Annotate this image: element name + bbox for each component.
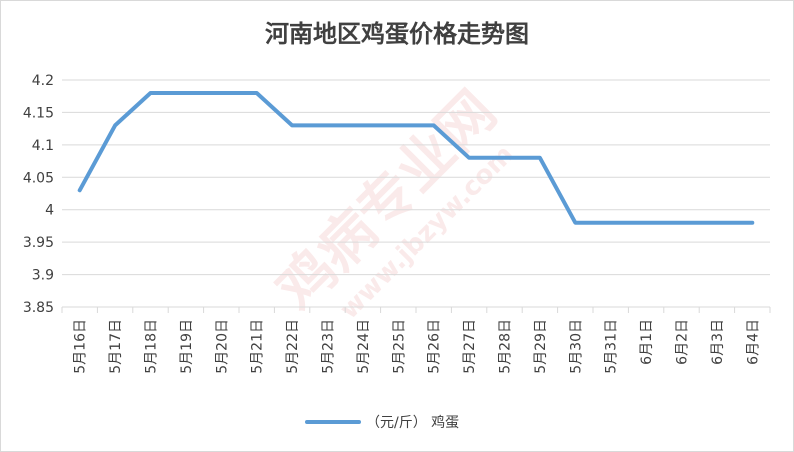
x-tick-label: 5月21日 bbox=[250, 319, 266, 374]
y-tick-label: 4.05 bbox=[23, 170, 54, 186]
x-tick-label: 6月2日 bbox=[675, 319, 691, 365]
x-tick-label: 5月17日 bbox=[108, 319, 124, 374]
legend: （元/斤） 鸡蛋 bbox=[305, 414, 459, 431]
series-layer bbox=[77, 91, 755, 225]
x-tick-label: 5月19日 bbox=[179, 319, 195, 374]
y-tick-label: 3.9 bbox=[32, 268, 54, 284]
x-tick-label: 5月27日 bbox=[462, 319, 478, 374]
x-axis-ticks: 5月16日 5月17日 5月18日 5月19日 5月20日 5月21日 5月22日 5月23日… bbox=[73, 319, 762, 374]
x-tick-label: 5月20日 bbox=[214, 319, 230, 374]
x-tick-label: 5月25日 bbox=[391, 319, 407, 374]
y-tick-label: 3.95 bbox=[23, 235, 54, 251]
y-tick-label: 4.15 bbox=[23, 105, 54, 121]
chart-title: 河南地区鸡蛋价格走势图 bbox=[265, 20, 529, 48]
x-tick-label: 5月28日 bbox=[498, 319, 514, 374]
x-tick-label: 5月26日 bbox=[427, 319, 443, 374]
gridlines bbox=[61, 79, 771, 313]
legend-label: （元/斤） 鸡蛋 bbox=[366, 414, 459, 431]
x-tick-label: 5月30日 bbox=[568, 319, 584, 374]
x-tick-label: 6月4日 bbox=[745, 319, 761, 365]
x-tick-label: 5月24日 bbox=[356, 319, 372, 374]
x-tick-label: 5月23日 bbox=[321, 319, 337, 374]
y-tick-label: 4.1 bbox=[32, 138, 54, 154]
x-tick-label: 5月18日 bbox=[144, 319, 160, 374]
y-tick-label: 3.85 bbox=[23, 300, 54, 316]
y-axis-ticks: 4.2 4.15 4.1 4.05 4 3.95 3.9 3.85 bbox=[23, 73, 54, 316]
y-tick-label: 4 bbox=[45, 203, 54, 219]
series-line bbox=[77, 91, 755, 225]
y-tick-label: 4.2 bbox=[32, 73, 54, 89]
x-tick-label: 6月3日 bbox=[710, 319, 726, 365]
x-tick-label: 6月1日 bbox=[639, 319, 655, 365]
x-tick-label: 5月31日 bbox=[604, 319, 620, 374]
x-tick-label: 5月16日 bbox=[73, 319, 89, 374]
x-tick-label: 5月22日 bbox=[285, 319, 301, 374]
x-tick-label: 5月29日 bbox=[533, 319, 549, 374]
